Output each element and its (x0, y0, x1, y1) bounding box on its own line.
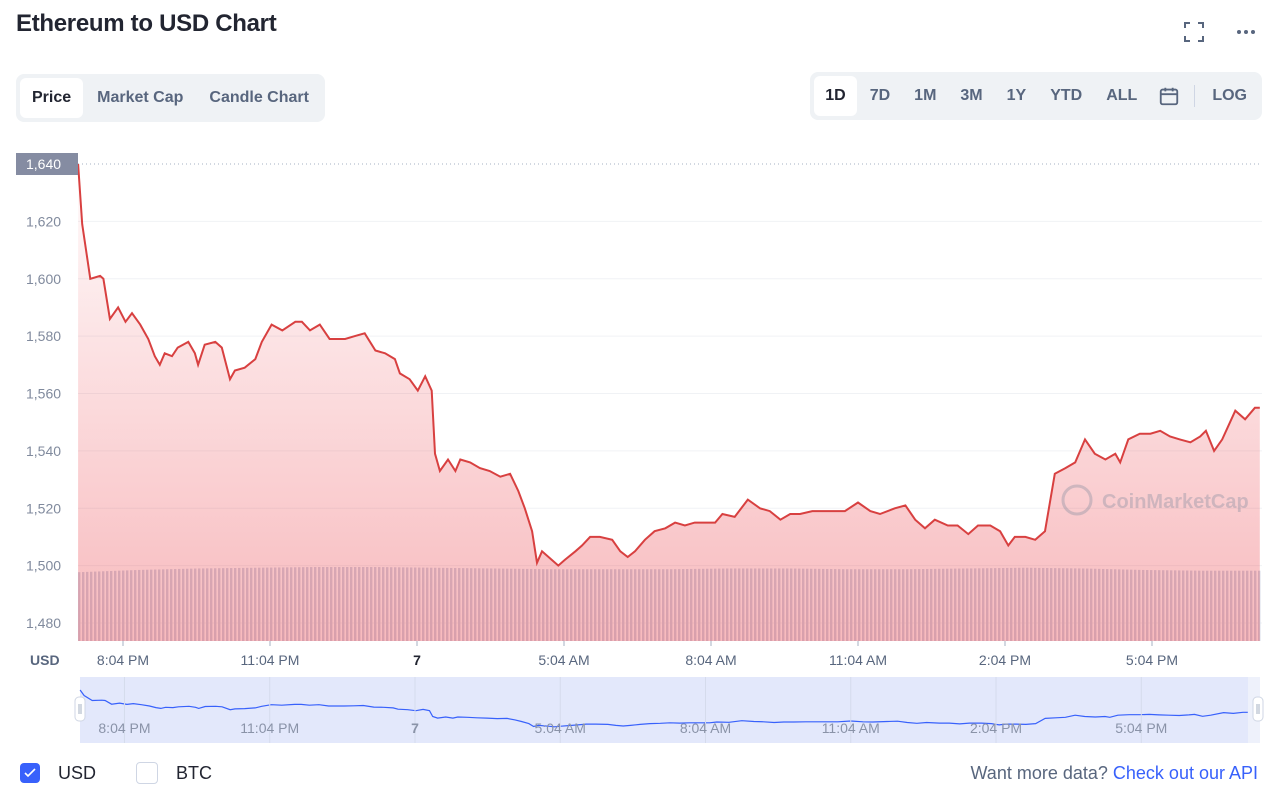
usd-checkbox[interactable] (20, 763, 40, 783)
divider (1194, 85, 1196, 107)
price-chart[interactable]: 1,480 1,500 1,520 1,540 1,560 1,580 1,600 1,620… (0, 0, 1280, 760)
y-tick-label: 1,580 (26, 328, 61, 344)
navigator-tick-label: 8:04 AM (680, 720, 731, 736)
log-toggle[interactable]: LOG (1212, 87, 1247, 104)
price-line (77, 163, 1260, 567)
range-7d[interactable]: 7D (869, 87, 891, 104)
check-icon (24, 768, 36, 778)
api-prompt: Want more data? (970, 763, 1108, 783)
navigator-line (79, 689, 1248, 728)
x-tick-label: 5:04 PM (1126, 652, 1178, 668)
calendar-button[interactable] (1150, 76, 1188, 116)
navigator-tick-label: 5:04 PM (1115, 720, 1167, 736)
navigator-right-handle[interactable] (1252, 696, 1264, 722)
navigator-tick-label: 11:04 PM (240, 720, 299, 736)
y-tick-label: 1,560 (26, 386, 61, 402)
tab-market-cap[interactable]: Market Cap (97, 89, 184, 106)
usd-label: USD (58, 762, 97, 783)
range-selector: 1D 7D 1M 3M 1Y YTD ALL LOG (810, 72, 1262, 120)
svg-text:CoinMarketCap: CoinMarketCap (1102, 491, 1249, 513)
watermark: CoinMarketCap (1061, 484, 1249, 516)
navigator-selection (80, 677, 1248, 743)
y-tick-label: 1,600 (26, 271, 61, 287)
x-tick-label: 8:04 AM (685, 652, 736, 668)
navigator-tick-label: 11:04 AM (822, 720, 880, 736)
x-tick-label: 11:04 PM (241, 652, 300, 668)
tab-candle-chart[interactable]: Candle Chart (209, 89, 309, 106)
y-tick-label: 1,480 (26, 615, 61, 631)
x-tick-label: 11:04 AM (829, 652, 887, 668)
currency-axis-label: USD (30, 652, 60, 668)
page-title: Ethereum to USD Chart (16, 10, 277, 37)
drag-handle-icon (74, 696, 86, 722)
y-tick-label: 1,520 (26, 500, 61, 516)
x-tick-label: 2:04 PM (979, 652, 1031, 668)
current-price-tag (16, 153, 78, 175)
chart-type-tabs: Price Market Cap Candle Chart (16, 74, 325, 122)
navigator-tick-label: 7 (411, 720, 419, 736)
x-tick-label: 7 (413, 652, 421, 668)
range-1y[interactable]: 1Y (1006, 87, 1027, 104)
api-link[interactable]: Check out our API (1112, 763, 1258, 783)
range-3m[interactable]: 3M (960, 87, 983, 104)
current-price-label: 1,640 (26, 156, 61, 172)
btc-label: BTC (176, 762, 213, 783)
more-horizontal-icon[interactable] (1234, 20, 1258, 44)
navigator-tick-label: 2:04 PM (970, 720, 1022, 736)
expand-icon[interactable] (1182, 20, 1206, 44)
range-1d[interactable]: 1D (814, 76, 857, 116)
calendar-icon (1160, 87, 1179, 106)
drag-handle-icon (1252, 696, 1264, 722)
y-tick-label: 1,500 (26, 558, 61, 574)
range-ytd[interactable]: YTD (1050, 87, 1083, 104)
range-1m[interactable]: 1M (914, 87, 937, 104)
navigator-left-handle[interactable] (74, 696, 86, 722)
navigator-tick-label: 8:04 PM (98, 720, 150, 736)
y-tick-label: 1,540 (26, 443, 61, 459)
navigator-tick-label: 5:04 AM (535, 720, 586, 736)
x-tick-label: 8:04 PM (97, 652, 149, 668)
x-tick-label: 5:04 AM (538, 652, 589, 668)
price-area (78, 164, 1260, 641)
btc-checkbox[interactable] (136, 762, 159, 784)
tab-price[interactable]: Price (20, 78, 84, 118)
range-all[interactable]: ALL (1106, 87, 1138, 104)
y-tick-label: 1,620 (26, 213, 61, 229)
